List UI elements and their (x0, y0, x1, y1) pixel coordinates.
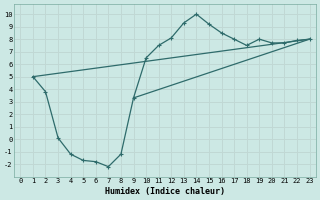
X-axis label: Humidex (Indice chaleur): Humidex (Indice chaleur) (105, 187, 225, 196)
